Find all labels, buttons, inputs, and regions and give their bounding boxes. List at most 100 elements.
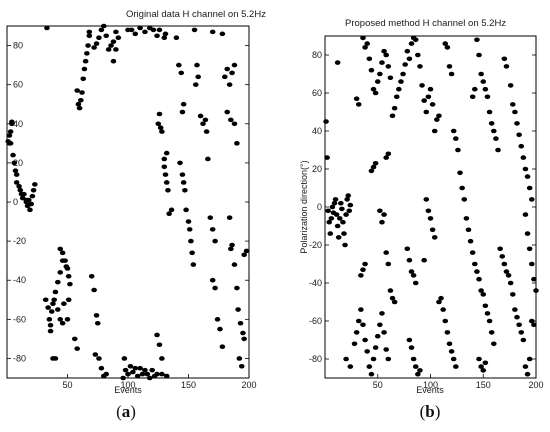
scatter-point — [333, 212, 340, 217]
scatter-point — [93, 313, 100, 318]
scatter-point — [74, 88, 80, 93]
scatter-point — [421, 98, 427, 103]
plot-frame-a — [6, 25, 250, 379]
scatter-point — [358, 273, 364, 278]
scatter-point — [156, 111, 163, 117]
scatter-point — [81, 66, 88, 72]
scatter-point — [491, 128, 497, 134]
scatter-point — [338, 200, 344, 206]
scatter-point — [531, 276, 537, 282]
scatter-point — [421, 257, 427, 263]
scatter-point — [127, 363, 134, 369]
scatter-point — [120, 375, 126, 381]
scatter-point — [381, 330, 387, 335]
scatter-point — [486, 318, 493, 324]
scatter-point — [13, 172, 20, 177]
scatter-point — [524, 231, 531, 236]
scatter-point — [144, 371, 151, 377]
scatter-point — [202, 117, 209, 123]
scatter-point — [408, 269, 415, 274]
scatter-point — [11, 160, 18, 166]
scatter-point — [344, 197, 350, 202]
scatter-point — [238, 363, 245, 369]
scatter-point — [419, 83, 425, 88]
scatter-point — [64, 266, 71, 271]
scatter-point — [334, 223, 341, 229]
scatter-point — [51, 297, 57, 303]
y-tick-label: -60 — [13, 314, 26, 324]
scatter-point — [436, 299, 442, 305]
scatter-point — [406, 337, 413, 343]
scatter-point — [71, 336, 78, 342]
scatter-point — [132, 31, 139, 37]
scatter-point — [366, 56, 373, 62]
scatter-point — [457, 170, 463, 176]
scatter-point — [214, 317, 221, 322]
scatter-point — [472, 86, 478, 92]
scatter-point — [243, 248, 250, 254]
y-tick-label: -80 — [309, 354, 322, 364]
scatter-point — [346, 208, 353, 214]
scatter-point — [86, 33, 93, 39]
scatter-point — [364, 349, 371, 354]
x-tick-label: 200 — [241, 380, 256, 390]
scatter-point — [484, 311, 491, 316]
scatter-point — [431, 128, 438, 134]
scatter-point — [372, 161, 379, 166]
scatter-point — [383, 52, 389, 58]
scatter-point — [533, 288, 539, 293]
scatter-point — [190, 262, 197, 267]
scatter-point — [427, 216, 434, 221]
y-tick-label: 20 — [13, 158, 23, 168]
scatter-point — [450, 356, 457, 362]
scatter-point — [497, 246, 503, 252]
scatter-point — [21, 191, 27, 197]
scatter-point — [370, 164, 377, 170]
scatter-point — [64, 317, 71, 322]
x-axis-b: 50 100 150 200 — [373, 374, 544, 390]
scatter-point — [219, 344, 226, 350]
scatter-point — [353, 96, 360, 101]
y-tick-label: 80 — [13, 41, 23, 51]
scatter-point — [179, 172, 186, 177]
scatter-point — [342, 242, 348, 248]
y-tick-label: 60 — [312, 88, 322, 98]
scatter-point — [29, 193, 36, 199]
scatter-point — [389, 295, 396, 301]
scatter-point — [440, 307, 446, 312]
scatter-point — [372, 345, 379, 350]
scatter-point — [491, 341, 497, 347]
scatter-point — [96, 356, 102, 361]
scatter-point — [406, 56, 413, 62]
scatter-point — [526, 356, 533, 362]
scatter-point — [431, 235, 438, 240]
y-tick-label: 20 — [312, 164, 322, 174]
scatter-point — [450, 128, 457, 134]
scatter-point — [482, 360, 489, 366]
scatter-point — [161, 164, 168, 170]
scatter-point — [446, 341, 453, 347]
scatter-point — [406, 257, 413, 263]
scatter-point — [408, 41, 415, 46]
x-tick-label: 150 — [476, 380, 491, 390]
scatter-point — [524, 371, 531, 377]
scatter-point — [415, 371, 421, 377]
scatter-point — [493, 136, 499, 141]
scatter-point — [362, 45, 368, 50]
scatter-point — [385, 261, 392, 267]
scatter-point — [514, 314, 520, 320]
scatter-point — [159, 129, 165, 134]
scatter-point — [379, 219, 385, 225]
scatter-point — [168, 207, 175, 213]
scatter-point — [82, 58, 89, 64]
scatter-point — [130, 369, 136, 375]
scatter-point — [162, 31, 169, 37]
scatter-point — [526, 185, 533, 191]
scatter-point — [402, 62, 408, 67]
scatter-point — [92, 352, 99, 357]
scatter-point — [182, 187, 188, 193]
scatter-point — [488, 330, 495, 335]
scatter-point — [360, 35, 366, 41]
scatter-point — [339, 206, 345, 212]
